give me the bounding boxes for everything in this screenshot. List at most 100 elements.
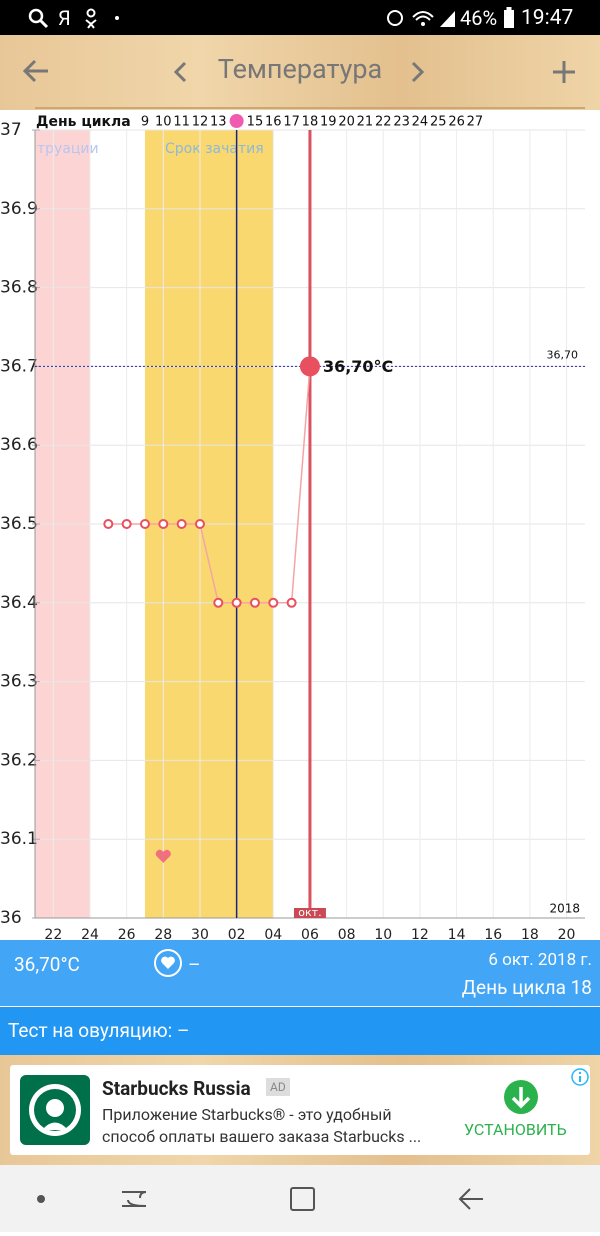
point (249, 597, 260, 608)
y-tick-label: 36.2 (0, 750, 38, 770)
x-tick-label: 26 (118, 927, 136, 940)
ovulation-icon (229, 114, 244, 128)
status-indicators (387, 10, 455, 27)
ad-text: Приложение Starbucks® - это удобный (102, 1105, 392, 1124)
y-tick-label: 36.1 (0, 829, 38, 849)
month-label-group: окт. (293, 906, 326, 919)
selected-date: 6 окт. 2018 г. (488, 950, 592, 970)
ad-card[interactable]: Starbucks Russia AD Приложение Starbucks… (10, 1065, 590, 1155)
x-tick-label: 08 (338, 927, 356, 940)
x-tick-label: 12 (411, 927, 429, 940)
point (213, 597, 224, 608)
x-tick-label: 28 (154, 927, 172, 940)
ad-logo (20, 1075, 90, 1145)
next-button[interactable] (410, 60, 426, 84)
y-tick-label: 36.7 (0, 356, 38, 376)
heart-icon (155, 849, 171, 863)
selected-temperature: 36,70°C (14, 953, 80, 976)
cycle-day: День цикла 18 (461, 976, 592, 999)
x-tick-label: 10 (374, 927, 392, 940)
ad-badge: AD (266, 1078, 290, 1096)
battery-percent: 46% (460, 6, 498, 30)
status-icons (85, 8, 119, 29)
cycle-day: 10 (155, 115, 172, 130)
point (103, 519, 114, 529)
cycle-day: 22 (375, 115, 392, 130)
x-tick-label: 30 (191, 927, 209, 940)
point (268, 597, 279, 608)
x-tick-label: 16 (484, 927, 502, 940)
cycle-day: 26 (448, 115, 465, 130)
y-tick-label: 36.6 (0, 435, 38, 455)
ad-install-icon (504, 1080, 538, 1114)
cycle-day: 17 (283, 115, 300, 130)
month-label: окт. (298, 906, 321, 919)
cycle-day: 13 (210, 115, 227, 130)
point (121, 519, 132, 529)
point (286, 597, 297, 608)
x-tick-label: 14 (448, 927, 466, 940)
header-title: Температура (217, 53, 383, 85)
band-label: Срок зачатия (165, 141, 264, 157)
temperature-chart: труации Срок зачатия 36 36.1 36.2 36.3 36.4 36.… (0, 114, 585, 940)
status-icon: Я (58, 6, 71, 30)
app-header: Температура (0, 35, 600, 110)
cycle-day: 25 (430, 115, 447, 130)
ad-text: способ оплаты вашего заказа Starbucks ..… (102, 1127, 422, 1146)
y-tick-label: 37 (0, 120, 22, 140)
cycle-day: 9 (141, 115, 149, 130)
ad-title: Starbucks Russia (102, 1077, 251, 1100)
status-bar: Я 46% 19:47 (0, 0, 600, 35)
header-divider (35, 107, 585, 109)
cycle-day: 15 (247, 115, 264, 130)
y-tick-label: 36.5 (0, 514, 38, 534)
ad-install-button[interactable]: УСТАНОВИТЬ (464, 1120, 567, 1139)
nav-icons (37, 1187, 483, 1211)
ad-info[interactable] (571, 1068, 589, 1086)
heart-button[interactable] (153, 948, 183, 978)
cycle-day: 19 (320, 115, 337, 130)
cycle-day: 23 (393, 115, 410, 130)
search-icon (28, 8, 49, 29)
cycle-day: 27 (467, 115, 484, 130)
x-tick-label: 22 (44, 927, 62, 940)
point (194, 519, 205, 529)
month-label-bg (293, 908, 326, 918)
ovulation-test: Тест на овуляцию: – (8, 1019, 190, 1042)
band-label: труации (37, 141, 99, 157)
y-tick-label: 36.4 (0, 593, 38, 613)
cycle-day: 12 (192, 115, 209, 130)
y-tick-label: 36 (0, 908, 22, 928)
x-tick-label: 02 (228, 927, 246, 940)
x-tick-label: 06 (301, 927, 319, 940)
x-tick-label: 18 (521, 927, 539, 940)
heart-value: – (188, 953, 201, 976)
ovulation-test-bar[interactable]: Тест на овуляцию: – (0, 1007, 600, 1055)
x-tick-label: 20 (558, 927, 576, 940)
battery-icon (504, 7, 514, 28)
cycle-day: 16 (265, 115, 282, 130)
point (158, 519, 169, 529)
year-label: 2018 (549, 902, 580, 916)
clock: 19:47 (521, 6, 574, 30)
prev-button[interactable] (172, 60, 188, 84)
y-tick-label: 36.9 (0, 199, 38, 219)
info-bar: 36,70°C – 6 окт. 2018 г. День цикла 18 (0, 940, 600, 1006)
add-button[interactable] (551, 59, 577, 85)
reference-label: 36,70 (547, 348, 579, 361)
value-label: 36,70°C (323, 357, 393, 376)
point (176, 519, 187, 529)
cycle-day: 21 (357, 115, 374, 130)
x-tick-label: 04 (264, 927, 282, 940)
x-tick-label: 24 (81, 927, 99, 940)
point (231, 597, 242, 608)
y-tick-label: 36.3 (0, 672, 38, 692)
back-button[interactable] (22, 57, 50, 85)
cycle-day: 20 (338, 115, 355, 130)
cycle-label: День цикла (36, 114, 131, 130)
cycle-day: 18 (302, 115, 319, 130)
y-tick-label: 36.8 (0, 278, 38, 298)
cycle-day: 11 (173, 115, 190, 130)
cycle-day: 24 (412, 115, 429, 130)
